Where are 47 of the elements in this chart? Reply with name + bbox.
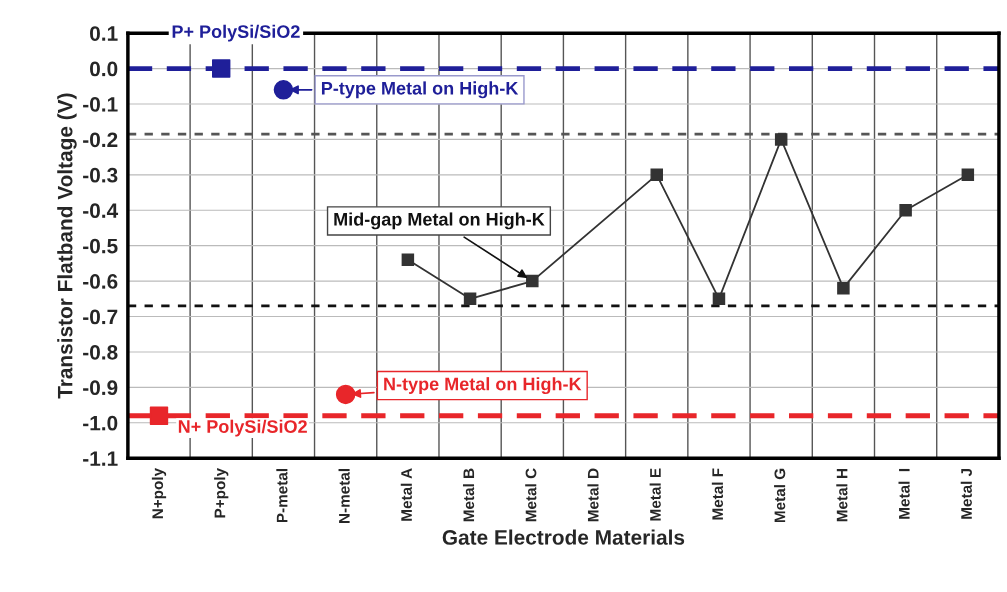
x-tick-label: Metal H bbox=[836, 468, 848, 522]
point bbox=[335, 384, 356, 405]
point bbox=[526, 274, 539, 288]
x-tick-label: Metal F bbox=[711, 468, 724, 520]
x-tick-label: N-metal bbox=[338, 469, 350, 523]
point bbox=[273, 80, 294, 100]
y-tick-label: -0.6 bbox=[83, 274, 118, 289]
y-tick-label: -0.4 bbox=[83, 203, 119, 219]
y-tick-label: 0.1 bbox=[90, 26, 118, 41]
ref-line-label: P+ PolySi/SiO2 bbox=[172, 24, 300, 42]
y-axis-title: Transistor Flatband Voltage (V) bbox=[57, 93, 77, 399]
x-tick-label: Metal I bbox=[898, 468, 910, 519]
point bbox=[712, 292, 726, 306]
point bbox=[149, 406, 169, 425]
y-tick-label: -0.2 bbox=[83, 132, 118, 148]
point bbox=[774, 133, 788, 146]
point bbox=[837, 281, 850, 295]
ref-line-label: N+ PolySi/SiO2 bbox=[178, 419, 307, 437]
annotation: N-type Metal on High-K bbox=[384, 377, 582, 395]
x-tick-label: P+poly bbox=[214, 468, 229, 518]
x-tick-label: Metal B bbox=[462, 468, 475, 522]
point bbox=[650, 168, 663, 182]
x-tick-label: P-metal bbox=[276, 469, 288, 523]
point bbox=[401, 253, 415, 267]
annotation: P-type Metal on High-K bbox=[321, 81, 519, 99]
point bbox=[212, 59, 231, 78]
y-tick-label: -0.9 bbox=[83, 380, 118, 396]
x-tick-label: Metal D bbox=[587, 468, 599, 522]
x-tick-label: N+poly bbox=[151, 468, 167, 519]
x-tick-label: Metal C bbox=[525, 468, 537, 522]
point bbox=[463, 292, 477, 306]
y-tick-label: -0.7 bbox=[83, 309, 118, 325]
annotation: Mid-gap Metal on High-K bbox=[334, 212, 545, 230]
y-tick-label: -1.0 bbox=[83, 415, 118, 431]
x-tick-label: Metal E bbox=[649, 468, 661, 521]
x-tick-label: Metal A bbox=[400, 468, 412, 521]
y-tick-label: -0.5 bbox=[83, 238, 118, 254]
point bbox=[899, 204, 912, 217]
x-tick-label: Metal G bbox=[774, 468, 786, 523]
y-tick-label: -0.3 bbox=[83, 167, 118, 183]
y-tick-label: -0.1 bbox=[83, 97, 118, 112]
y-tick-label: -0.8 bbox=[83, 344, 118, 360]
y-tick-label: 0.0 bbox=[90, 61, 118, 77]
y-tick-label: -1.1 bbox=[83, 451, 118, 466]
x-axis-title: Gate Electrode Materials bbox=[442, 529, 685, 545]
point bbox=[961, 168, 975, 182]
x-tick-label: Metal J bbox=[960, 468, 972, 519]
